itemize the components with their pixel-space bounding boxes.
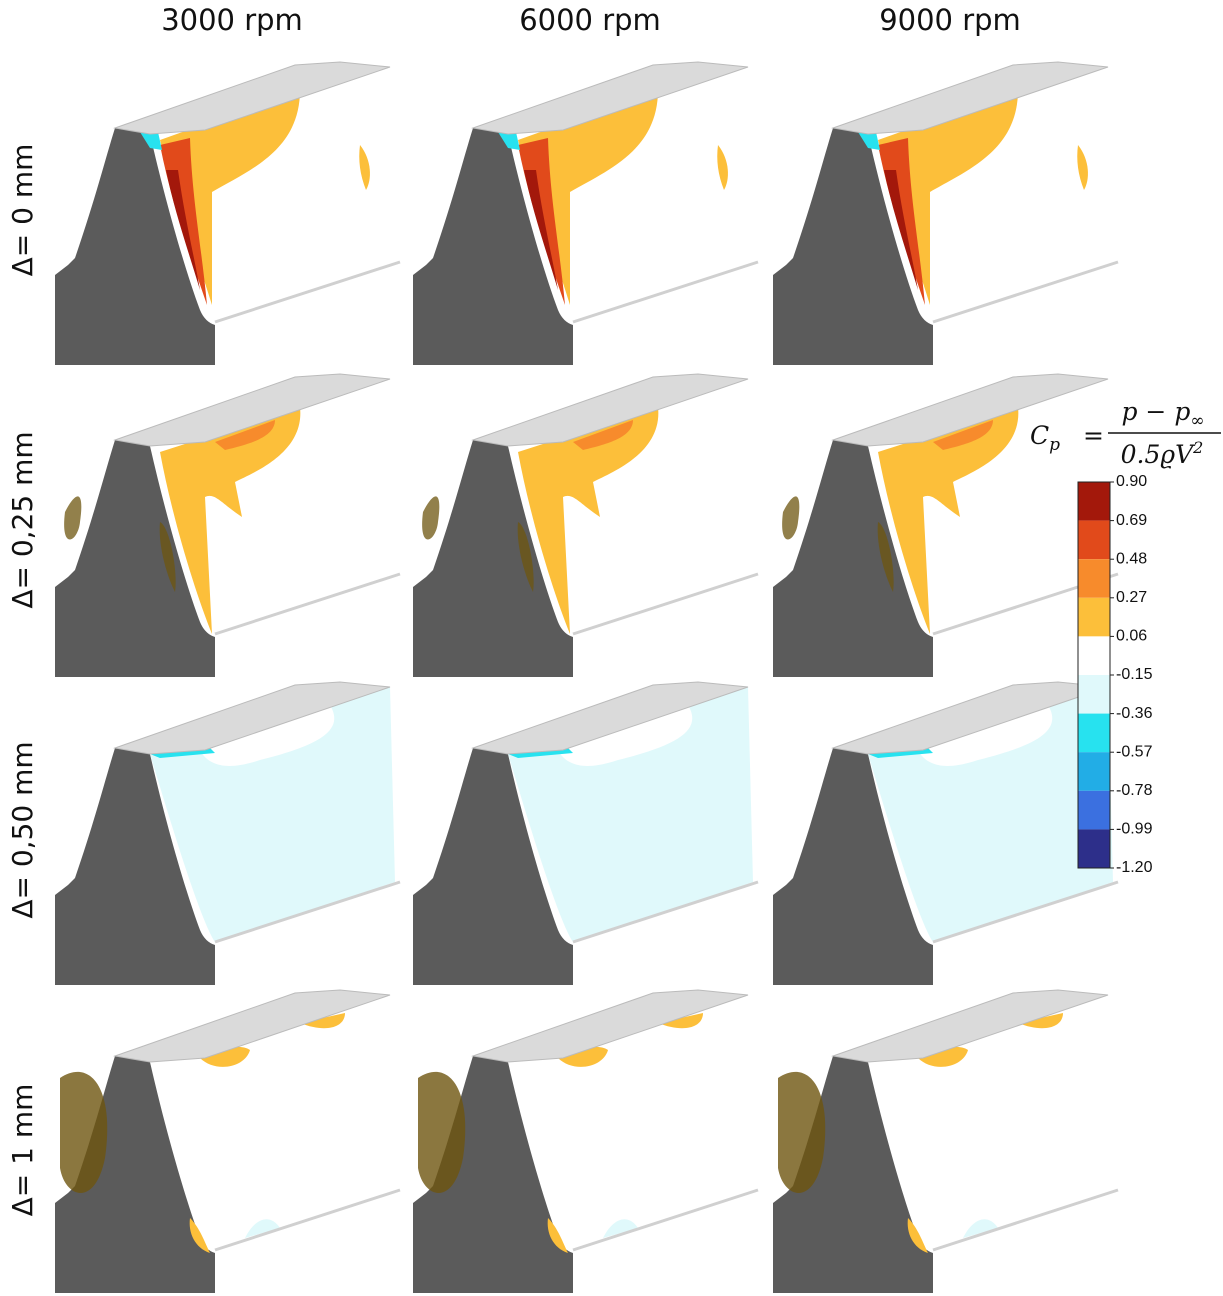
pressure-contour: [782, 496, 799, 539]
gear-panel: [55, 374, 400, 677]
color-band: [1078, 482, 1110, 521]
gear-panel: [55, 62, 400, 365]
gear-panel: [55, 990, 400, 1293]
tick-label: -0.78: [1116, 782, 1153, 799]
tick-label: 0.06: [1116, 628, 1147, 645]
tick-label: -1.20: [1116, 859, 1153, 876]
gear-panel: [413, 62, 758, 365]
gear-panel: [773, 374, 1118, 677]
color-band: [1078, 559, 1110, 598]
color-band: [1078, 752, 1110, 791]
row-label: Δ= 1 mm: [6, 1084, 39, 1217]
column-header: 6000 rpm: [519, 3, 661, 37]
pressure-contour: [422, 496, 439, 539]
figure: 3000 rpm 6000 rpm 9000 rpm Δ= 0 mm Δ= 0,…: [0, 0, 1223, 1296]
color-band: [1078, 636, 1110, 675]
tick-label: 0.48: [1116, 550, 1147, 567]
tick-label: 0.27: [1116, 589, 1147, 606]
formula-denominator: 0.5ϱV2: [1121, 438, 1204, 469]
row-label: Δ= 0,25 mm: [6, 431, 39, 608]
color-band: [1078, 829, 1110, 868]
gear-panel: [773, 990, 1118, 1293]
panel-grid: [55, 62, 1118, 1293]
color-band: [1078, 598, 1110, 637]
formula-numerator: p − p∞: [1121, 397, 1204, 431]
gear-panel: [413, 990, 758, 1293]
gear-panel: [413, 374, 758, 677]
tick-label: -0.57: [1116, 743, 1153, 760]
row-label: Δ= 0 mm: [6, 144, 39, 277]
color-band: [1078, 714, 1110, 753]
color-band: [1078, 791, 1110, 830]
gear-panel: [773, 62, 1118, 365]
column-header: 3000 rpm: [161, 3, 303, 37]
tick-label: -0.99: [1116, 821, 1153, 838]
tick-label: -0.15: [1116, 666, 1153, 683]
row-label: Δ= 0,50 mm: [6, 741, 39, 918]
gear-panel: [413, 682, 758, 985]
color-band: [1078, 521, 1110, 560]
color-band: [1078, 675, 1110, 714]
tick-label: 0.69: [1116, 512, 1147, 529]
gear-panel: [773, 682, 1118, 985]
gear-panel: [55, 682, 400, 985]
colorbar: 0.90 0.69 0.48 0.27 0.06 -0.15 -0.36 -0.57 -0.78…: [1078, 473, 1153, 876]
pressure-contour: [64, 496, 81, 539]
formula-equals: =: [1083, 421, 1104, 450]
tick-label: -0.36: [1116, 705, 1153, 722]
tick-label: 0.90: [1116, 473, 1147, 490]
column-header: 9000 rpm: [879, 3, 1021, 37]
